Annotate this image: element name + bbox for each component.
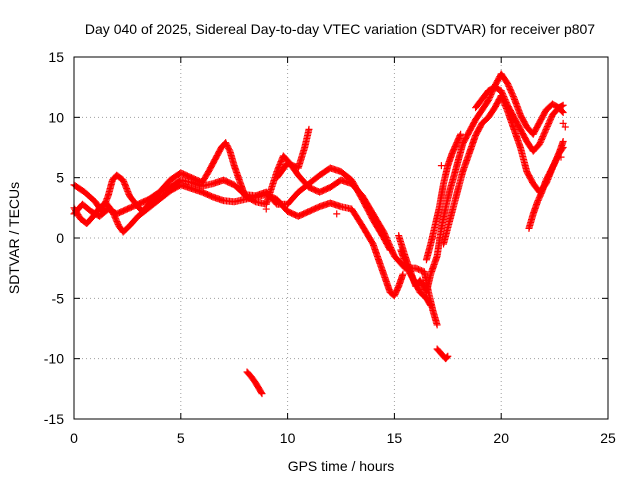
x-tick-label: 15 [387, 430, 403, 446]
data-point-s8 [456, 132, 464, 140]
y-tick-label: -5 [52, 290, 65, 306]
data-point-s11 [443, 353, 451, 361]
data-point-s6 [558, 102, 566, 110]
x-tick-label: 10 [280, 430, 296, 446]
x-tick-label: 20 [493, 430, 509, 446]
data-point-isolated [557, 153, 565, 161]
y-tick-label: 0 [56, 230, 64, 246]
data-point-s4 [559, 109, 567, 117]
y-axis-label: SDTVAR / TECUs [6, 182, 22, 294]
x-tick-label: 0 [70, 430, 78, 446]
data-point-isolated [333, 210, 341, 218]
data-point-s12 [426, 300, 434, 308]
data-point-s5 [559, 137, 567, 145]
data-point-isolated [454, 156, 462, 164]
data-point-isolated [561, 123, 569, 131]
y-tick-label: 15 [48, 49, 64, 65]
data-point-s12 [427, 302, 435, 310]
data-point-isolated [559, 119, 567, 127]
y-tick-label: 10 [48, 109, 64, 125]
data-point-s1 [399, 270, 407, 278]
data-point-isolated [429, 234, 437, 242]
data-point-s2 [433, 321, 441, 329]
x-tick-label: 5 [177, 430, 185, 446]
axis-ticks: 0 5 10 15 20 25 -15 -10 -5 0 5 10 15 [44, 49, 616, 446]
data-point-s11 [442, 354, 450, 362]
y-tick-label: 5 [56, 170, 64, 186]
data-point-s9 [305, 125, 313, 133]
data-point-s3 [386, 246, 394, 254]
data-points [70, 70, 569, 398]
data-point-isolated [262, 205, 270, 213]
data-point-s6 [559, 101, 567, 109]
data-point-s3 [385, 245, 393, 253]
x-tick-label: 25 [600, 430, 616, 446]
data-point-isolated [437, 162, 445, 170]
chart-title: Day 040 of 2025, Sidereal Day-to-day VTE… [85, 21, 595, 37]
data-point-s8 [457, 130, 465, 138]
data-point-s10 [257, 388, 265, 396]
data-point-s7 [559, 144, 567, 151]
data-point-s10 [258, 390, 266, 398]
grid-lines [74, 57, 608, 419]
y-tick-label: -10 [44, 351, 64, 367]
x-axis-label: GPS time / hours [288, 458, 395, 474]
data-point-s11 [444, 352, 452, 360]
data-point-s7 [558, 145, 566, 153]
y-tick-label: -15 [44, 411, 64, 427]
